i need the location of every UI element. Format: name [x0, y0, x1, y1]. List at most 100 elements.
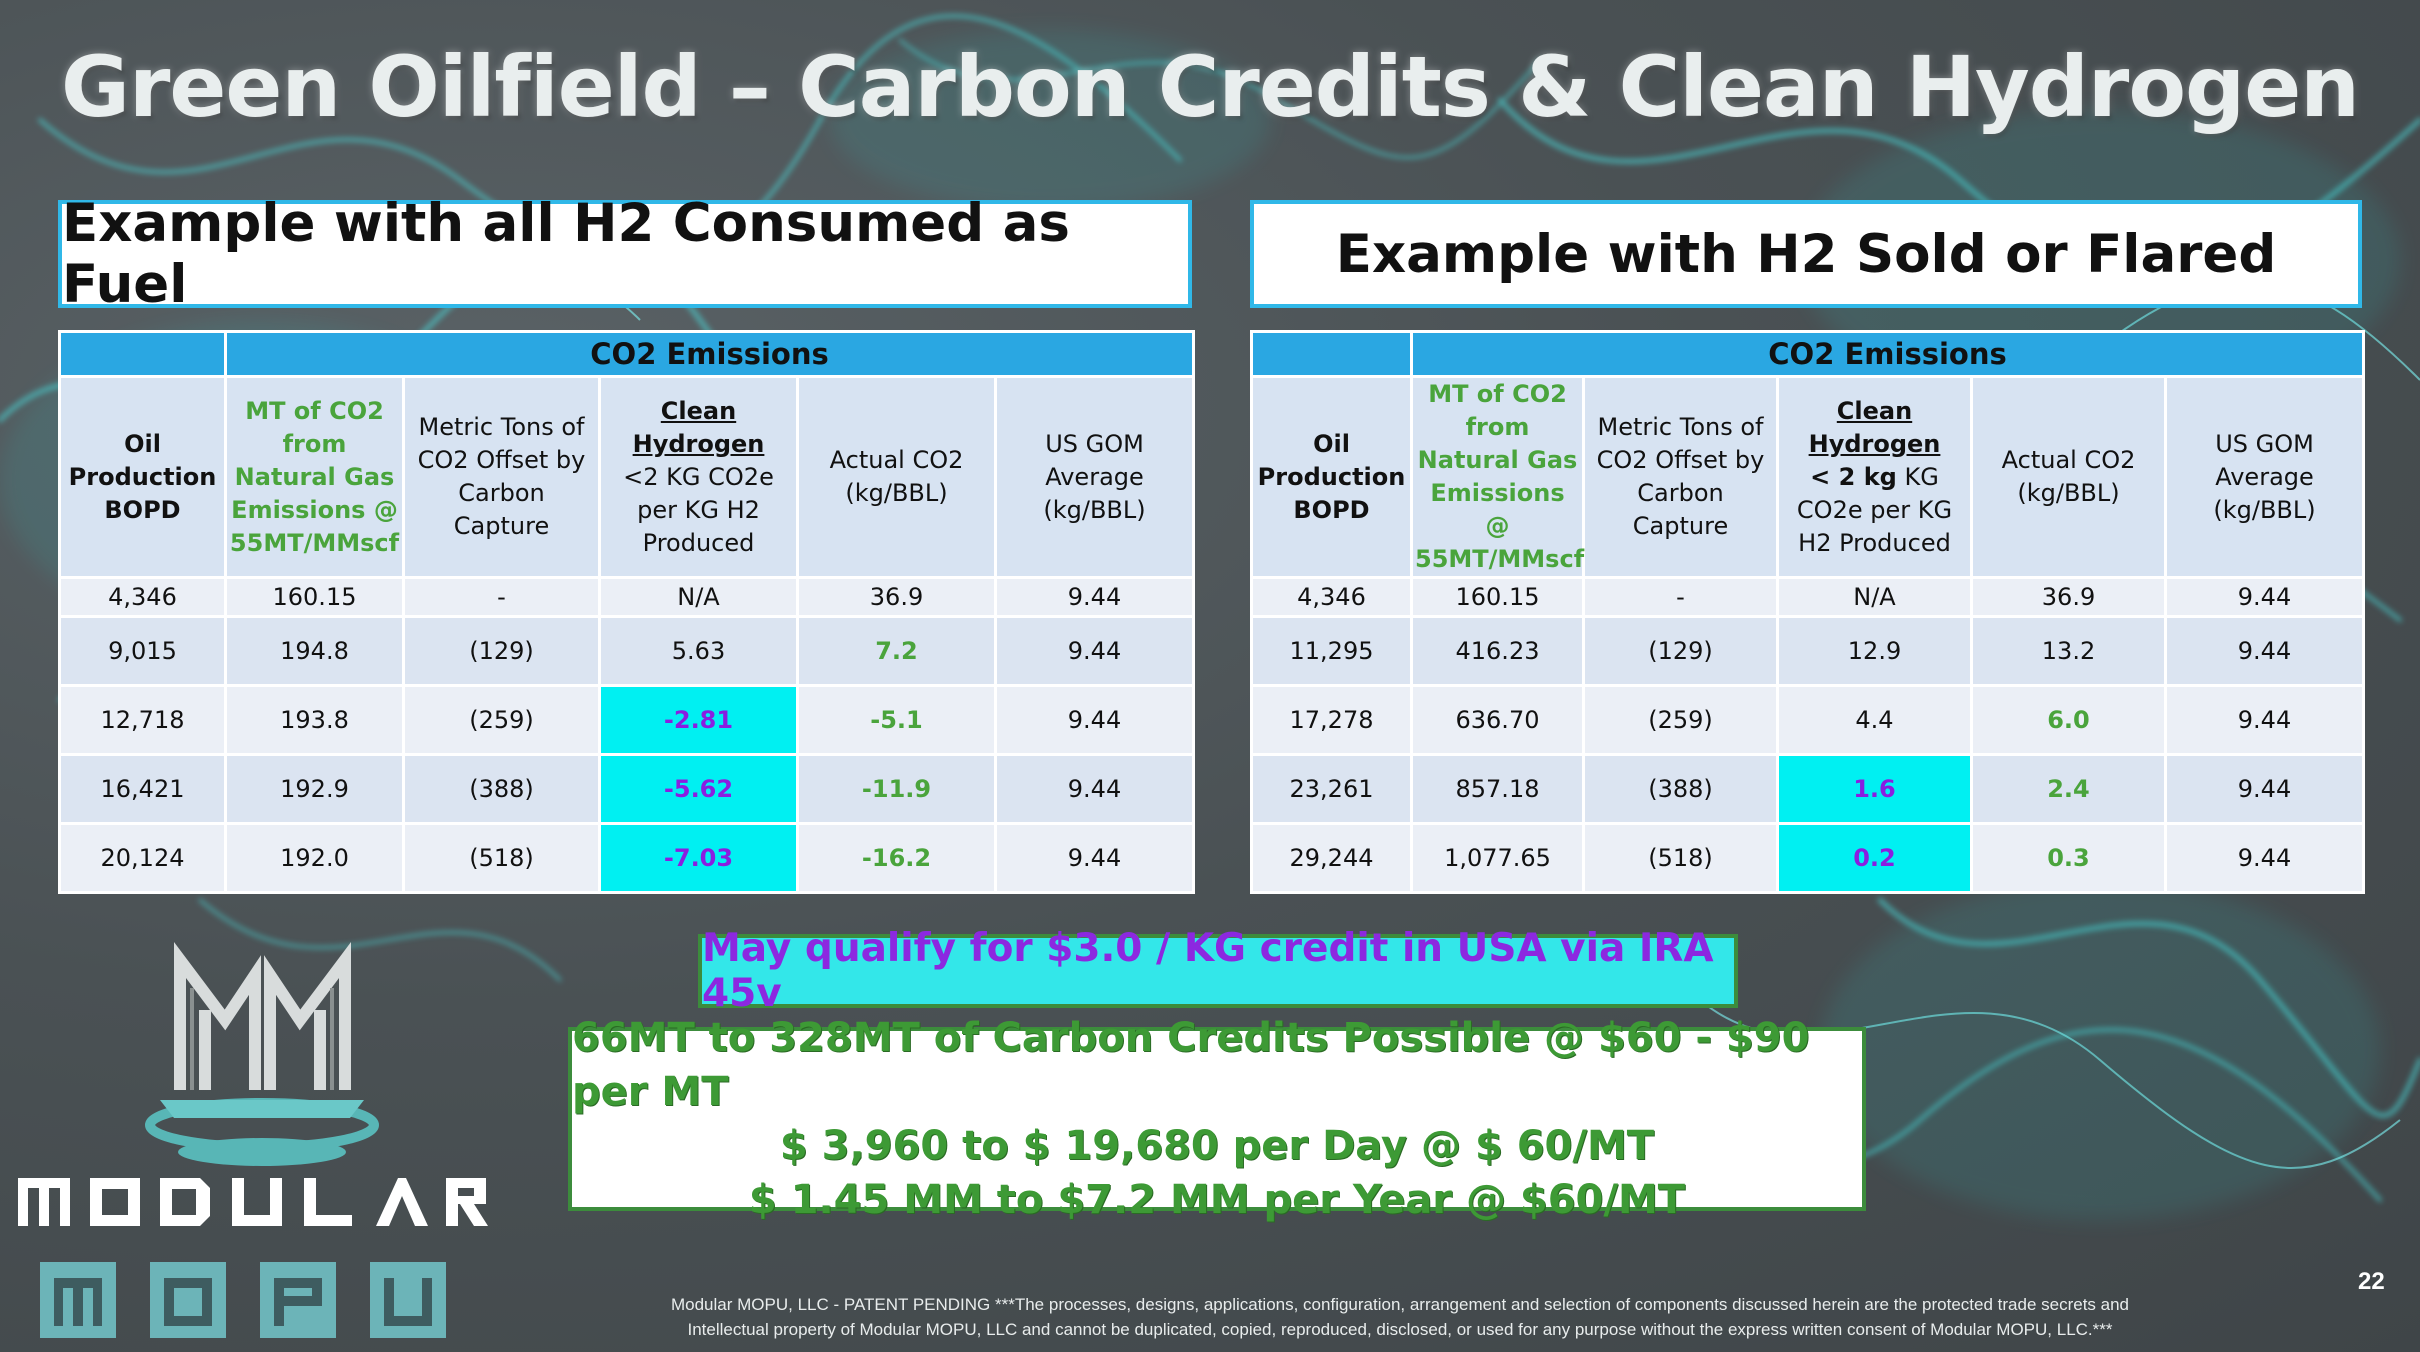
table-row: 29,244 1,077.65 (518) 0.2 0.3 9.44 — [1250, 822, 2366, 894]
header-gom-average: US GOM Average (kg/BBL) — [2163, 375, 2366, 579]
mopu-wordmark — [40, 1262, 446, 1338]
table-row: 23,261 857.18 (388) 1.6 2.4 9.44 — [1250, 753, 2366, 825]
table-row: 12,718 193.8 (259) -2.81 -5.1 9.44 — [58, 684, 1196, 756]
cell-clean: -7.03 — [598, 822, 799, 894]
cell-mt: 160.15 — [224, 576, 405, 618]
clean-hydrogen-threshold: < 2 kg — [1810, 462, 1897, 491]
cell-mt: 193.8 — [224, 684, 405, 756]
modular-mm-logo-icon — [145, 942, 379, 1166]
cell-gom: 9.44 — [993, 753, 1196, 825]
cell-gom: 9.44 — [2163, 684, 2366, 756]
band-spacer — [58, 330, 227, 378]
cell-gom: 9.44 — [993, 822, 1196, 894]
cell-actual: -11.9 — [796, 753, 997, 825]
header-actual-co2: Actual CO2 (kg/BBL) — [1970, 375, 2167, 579]
credits-line-1: 66MT to 328MT of Carbon Credits Possible… — [572, 1015, 1810, 1115]
cell-mt: 160.15 — [1410, 576, 1585, 618]
cell-actual: 6.0 — [1970, 684, 2167, 756]
cell-offset: - — [402, 576, 601, 618]
cell-oil: 17,278 — [1250, 684, 1413, 756]
cell-actual: 0.3 — [1970, 822, 2167, 894]
cell-mt: 857.18 — [1410, 753, 1585, 825]
cell-gom: 9.44 — [993, 576, 1196, 618]
header-gom-average: US GOM Average (kg/BBL) — [993, 375, 1196, 579]
clean-hydrogen-sub: <2 KG CO2e per KG H2 Produced — [623, 462, 774, 557]
header-co2-offset: Metric Tons of CO2 Offset by Carbon Capt… — [402, 375, 601, 579]
carbon-credits-box: 66MT to 328MT of Carbon Credits Possible… — [568, 1015, 1866, 1223]
right-co2-table: CO2 Emissions Oil Production BOPD MT of … — [1250, 330, 2366, 894]
cell-oil: 29,244 — [1250, 822, 1413, 894]
band-spacer — [1250, 330, 1413, 378]
cell-clean: 4.4 — [1776, 684, 1973, 756]
table-row: 4,346 160.15 - N/A 36.9 9.44 — [58, 576, 1196, 618]
page-number: 22 — [2358, 1268, 2385, 1295]
cell-oil: 9,015 — [58, 615, 227, 687]
modular-mopu-logo — [18, 942, 488, 1338]
cell-clean: 5.63 — [598, 615, 799, 687]
cell-oil: 23,261 — [1250, 753, 1413, 825]
modular-wordmark — [18, 1178, 488, 1226]
credits-line-2: $ 3,960 to $ 19,680 per Day @ $ 60/MT — [779, 1123, 1655, 1169]
cell-oil: 4,346 — [1250, 576, 1413, 618]
table-row: 4,346 160.15 - N/A 36.9 9.44 — [1250, 576, 2366, 618]
header-mt-co2: MT of CO2 from Natural Gas Emissions @ 5… — [1410, 375, 1585, 579]
cell-clean: N/A — [1776, 576, 1973, 618]
cell-actual: 2.4 — [1970, 753, 2167, 825]
co2-emissions-band: CO2 Emissions — [1409, 330, 2366, 378]
cell-mt: 1,077.65 — [1410, 822, 1585, 894]
cell-oil: 16,421 — [58, 753, 227, 825]
table-row: 17,278 636.70 (259) 4.4 6.0 9.44 — [1250, 684, 2366, 756]
cell-offset: (129) — [402, 615, 601, 687]
header-co2-offset: Metric Tons of CO2 Offset by Carbon Capt… — [1582, 375, 1779, 579]
clean-hydrogen-title: Clean Hydrogen — [1808, 396, 1941, 458]
cell-actual: 13.2 — [1970, 615, 2167, 687]
cell-clean: 1.6 — [1776, 753, 1973, 825]
cell-actual: 36.9 — [796, 576, 997, 618]
clean-hydrogen-sub-wrap: < 2 kg KG CO2e per KG H2 Produced — [1781, 461, 1968, 560]
cell-actual: 36.9 — [1970, 576, 2167, 618]
cell-mt: 192.0 — [224, 822, 405, 894]
left-panel-title: Example with all H2 Consumed as Fuel — [58, 193, 1192, 315]
cell-mt: 636.70 — [1410, 684, 1585, 756]
table-row: 9,015 194.8 (129) 5.63 7.2 9.44 — [58, 615, 1196, 687]
cell-clean: 12.9 — [1776, 615, 1973, 687]
cell-mt: 194.8 — [224, 615, 405, 687]
cell-offset: (518) — [402, 822, 601, 894]
header-oil-production: Oil Production BOPD — [58, 375, 227, 579]
cell-mt: 192.9 — [224, 753, 405, 825]
co2-emissions-band: CO2 Emissions — [223, 330, 1196, 378]
cell-oil: 20,124 — [58, 822, 227, 894]
header-clean-hydrogen: Clean Hydrogen <2 KG CO2e per KG H2 Prod… — [598, 375, 799, 579]
footer-line-2: Intellectual property of Modular MOPU, L… — [687, 1320, 2113, 1339]
header-oil-production: Oil Production BOPD — [1250, 375, 1413, 579]
cell-clean: -5.62 — [598, 753, 799, 825]
cell-offset: (388) — [1582, 753, 1779, 825]
cell-clean: 0.2 — [1776, 822, 1973, 894]
ira-credit-callout: May qualify for $3.0 / KG credit in USA … — [698, 926, 1738, 1016]
cell-offset: (259) — [402, 684, 601, 756]
cell-clean: -2.81 — [598, 684, 799, 756]
footer-line-1: Modular MOPU, LLC - PATENT PENDING ***Th… — [670, 1295, 2129, 1314]
credits-line-3: $ 1.45 MM to $7.2 MM per Year @ $60/MT — [748, 1177, 1686, 1223]
cell-actual: -5.1 — [796, 684, 997, 756]
cell-oil: 4,346 — [58, 576, 227, 618]
cell-gom: 9.44 — [2163, 615, 2366, 687]
left-co2-table: CO2 Emissions Oil Production BOPD MT of … — [58, 330, 1196, 894]
cell-gom: 9.44 — [993, 615, 1196, 687]
header-clean-hydrogen: Clean Hydrogen < 2 kg KG CO2e per KG H2 … — [1776, 375, 1973, 579]
cell-actual: 7.2 — [796, 615, 997, 687]
slide-title: Green Oilfield – Carbon Credits & Clean … — [61, 38, 2360, 136]
cell-gom: 9.44 — [2163, 822, 2366, 894]
clean-hydrogen-sub: KG CO2e per KG H2 Produced — [1796, 462, 1953, 557]
header-actual-co2: Actual CO2 (kg/BBL) — [796, 375, 997, 579]
right-panel-title: Example with H2 Sold or Flared — [1250, 200, 2362, 308]
header-mt-co2: MT of CO2 from Natural Gas Emissions @ 5… — [224, 375, 405, 579]
table-row: 11,295 416.23 (129) 12.9 13.2 9.44 — [1250, 615, 2366, 687]
cell-offset: (129) — [1582, 615, 1779, 687]
cell-offset: - — [1582, 576, 1779, 618]
cell-gom: 9.44 — [2163, 753, 2366, 825]
clean-hydrogen-title: Clean Hydrogen — [632, 396, 765, 458]
cell-offset: (259) — [1582, 684, 1779, 756]
cell-mt: 416.23 — [1410, 615, 1585, 687]
cell-gom: 9.44 — [993, 684, 1196, 756]
